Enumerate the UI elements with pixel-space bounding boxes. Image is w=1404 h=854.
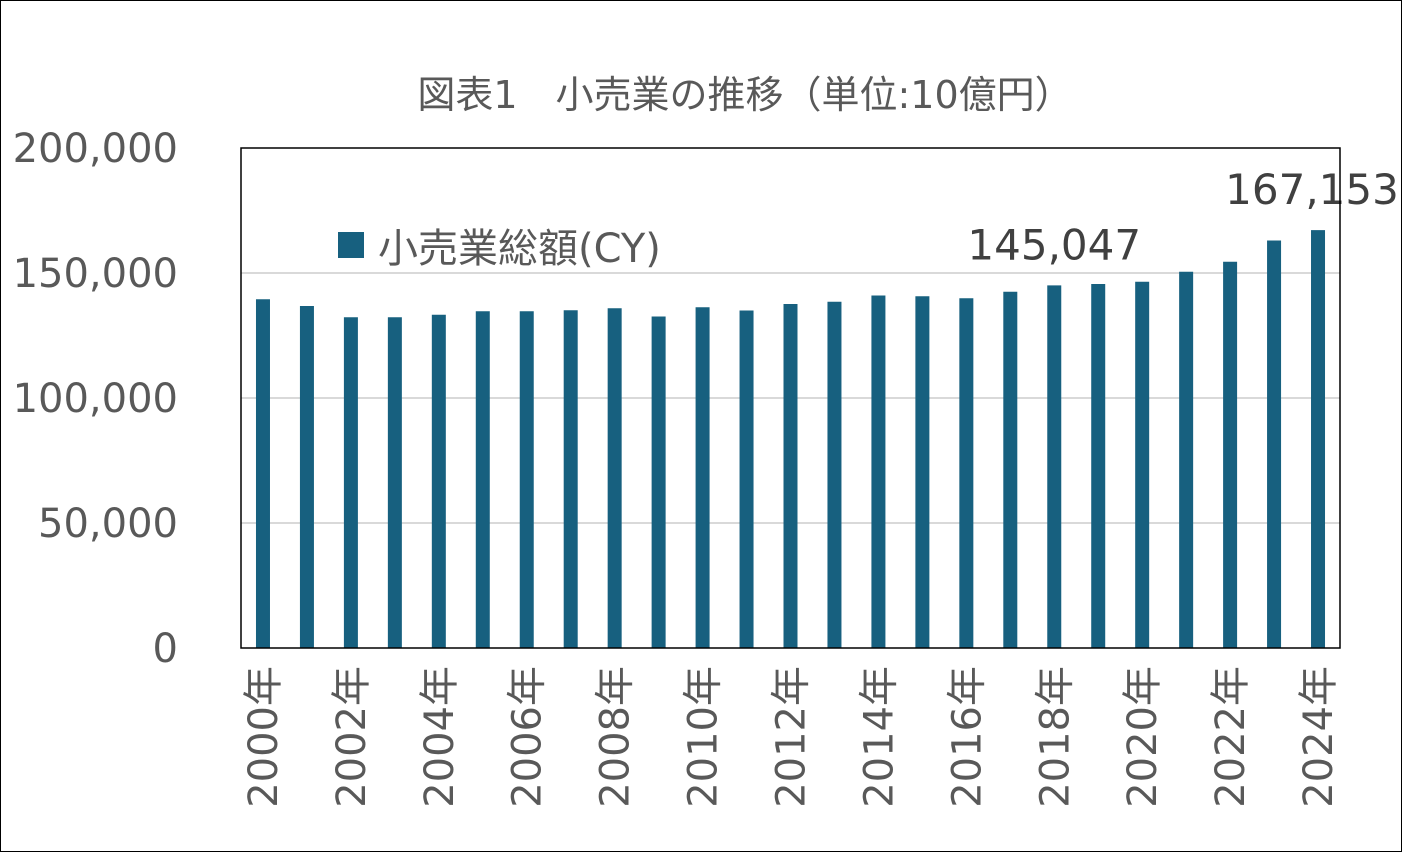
bar xyxy=(1267,240,1282,648)
bar xyxy=(783,304,798,648)
x-tick-label: 2024年 xyxy=(1296,666,1342,808)
x-tick-label: 2012年 xyxy=(769,666,815,808)
x-tick-label: 2014年 xyxy=(856,666,902,808)
y-tick-label: 0 xyxy=(153,626,178,672)
bar xyxy=(563,310,578,648)
x-tick-label: 2006年 xyxy=(505,666,551,808)
data-label: 145,047 xyxy=(967,220,1141,269)
y-tick-label: 50,000 xyxy=(38,501,178,547)
x-tick-label: 2022年 xyxy=(1208,666,1254,808)
y-tick-label: 200,000 xyxy=(13,126,178,172)
y-axis-ticks: 0 50,000 100,000 150,000 200,000 xyxy=(13,126,178,672)
bars xyxy=(255,230,1326,648)
plot-area-border xyxy=(240,147,1341,649)
x-tick-label: 2002年 xyxy=(329,666,375,808)
data-labels: 145,047 167,153 xyxy=(967,165,1398,269)
y-tick-label: 100,000 xyxy=(13,376,178,422)
x-tick-label: 2000年 xyxy=(241,666,287,808)
bar xyxy=(519,311,534,648)
bar xyxy=(1135,281,1150,648)
bar xyxy=(915,296,930,648)
bar xyxy=(255,299,270,648)
chart-title: 図表1 小売業の推移（単位:10億円） xyxy=(417,73,1072,117)
bar xyxy=(343,317,358,648)
bar xyxy=(475,311,490,648)
bar xyxy=(1311,230,1326,648)
bar xyxy=(1003,291,1018,648)
bar xyxy=(387,317,402,648)
x-axis-ticks: 2000年 2002年 2004年 2006年 2008年 2010年 2012年 2014年… xyxy=(241,666,1342,808)
x-tick-label: 2004年 xyxy=(417,666,463,808)
legend-swatch xyxy=(338,232,364,258)
x-tick-label: 2008年 xyxy=(593,666,639,808)
x-tick-label: 2018年 xyxy=(1032,666,1078,808)
bar xyxy=(1091,284,1106,648)
bar xyxy=(739,310,754,648)
bar xyxy=(871,295,886,648)
bar xyxy=(959,298,974,648)
bar xyxy=(299,306,314,648)
bar xyxy=(607,308,622,648)
bar xyxy=(1179,271,1194,648)
bar xyxy=(695,307,710,648)
legend-label: 小売業総額(CY) xyxy=(378,226,661,272)
x-tick-label: 2010年 xyxy=(681,666,727,808)
bar xyxy=(651,316,666,648)
bar xyxy=(431,314,446,648)
x-tick-label: 2016年 xyxy=(944,666,990,808)
bar xyxy=(1223,261,1238,648)
data-label: 167,153 xyxy=(1225,165,1399,214)
x-tick-label: 2020年 xyxy=(1120,666,1166,808)
legend: 小売業総額(CY) xyxy=(338,226,661,272)
bar xyxy=(1047,285,1062,648)
y-tick-label: 150,000 xyxy=(13,251,178,297)
bar xyxy=(827,301,842,648)
